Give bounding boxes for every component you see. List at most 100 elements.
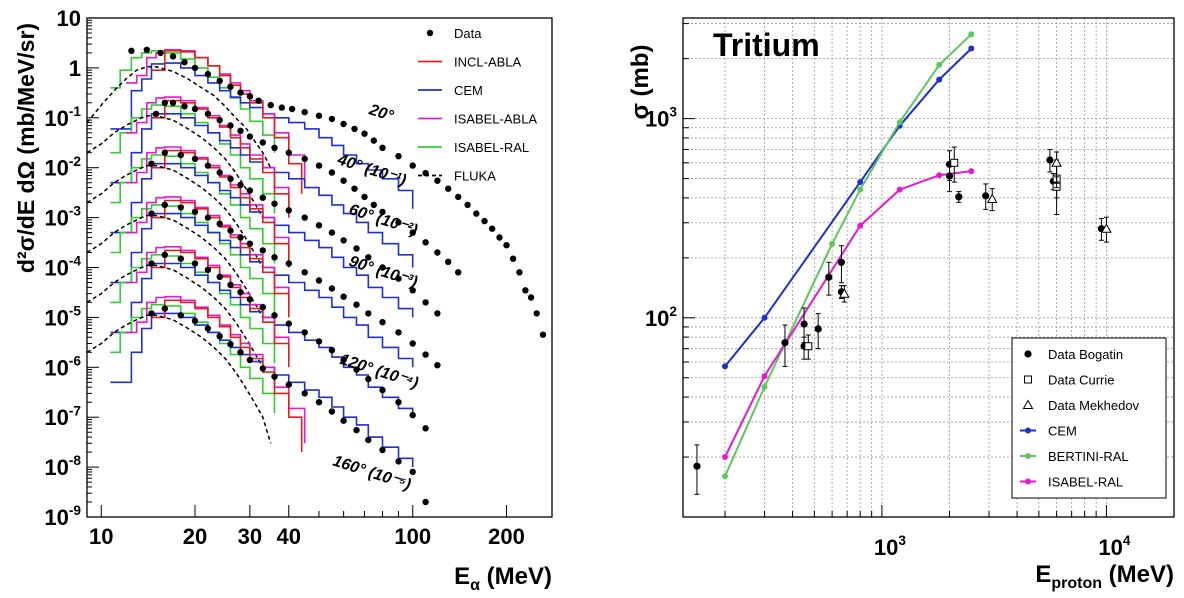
data-point — [246, 133, 254, 140]
data-point — [315, 222, 323, 229]
data-point — [288, 105, 296, 113]
data-point — [409, 411, 416, 419]
data-point — [161, 149, 168, 156]
data-point — [271, 144, 278, 151]
data-point — [395, 458, 402, 465]
curve-fluka — [86, 314, 272, 444]
data-point — [285, 260, 292, 267]
curve-point — [722, 363, 728, 370]
curve-fluka — [86, 214, 264, 318]
data-point — [271, 254, 278, 261]
curve-bertini-ral — [724, 33, 972, 477]
data-point — [455, 269, 462, 276]
data-point — [379, 386, 386, 394]
data-point — [301, 108, 308, 116]
x-tick-label: 20 — [183, 524, 207, 549]
data-point — [445, 185, 452, 192]
chart-title: Tritium — [713, 27, 820, 63]
x-tick-label: 30 — [238, 524, 262, 549]
x-tick-label: 200 — [488, 524, 525, 549]
legend-marker-dot — [1025, 478, 1031, 485]
data-point — [148, 210, 155, 217]
right-chart-tritium: 103 104 102 103 Eproton (MeV) σ (mb) Tritium Da… — [627, 17, 1175, 592]
legend-box — [1011, 337, 1167, 499]
data-point — [539, 331, 547, 338]
data-point — [301, 155, 308, 163]
curve-point — [936, 61, 943, 68]
legend-label: ISABEL-RAL — [454, 140, 529, 155]
data-point — [128, 47, 135, 54]
data-point — [351, 125, 358, 133]
data-point — [181, 103, 188, 110]
x-tick-label: 10 — [89, 524, 113, 549]
data-point-bogatin — [982, 192, 990, 200]
data-point — [365, 310, 372, 317]
data-point-bogatin — [955, 193, 963, 201]
data-point — [204, 214, 212, 221]
data-point — [464, 201, 471, 209]
curve-point — [936, 172, 943, 179]
data-point — [301, 269, 308, 276]
data-point — [328, 169, 336, 176]
data-point — [379, 446, 386, 454]
y-tick-label: 10-3 — [44, 204, 81, 231]
curve-isabel-abla — [125, 295, 306, 444]
data-point-mekhedov — [1101, 223, 1112, 233]
data-point — [328, 115, 336, 123]
data-point — [237, 289, 244, 296]
x-tick-label: 100 — [394, 524, 431, 549]
data-point — [351, 185, 358, 192]
plot-frame — [682, 17, 1175, 518]
curve-point — [857, 179, 864, 186]
legend-marker-dot — [1025, 427, 1031, 434]
data-point — [328, 347, 336, 354]
data-point — [271, 312, 278, 319]
data-point — [496, 234, 503, 241]
legend-label: ISABEL-RAL — [1048, 475, 1123, 490]
data-point — [177, 312, 184, 319]
angle-series-5 — [86, 295, 429, 506]
legend-label: ISABEL-ABLA — [454, 112, 537, 127]
angle-label: 120° (10⁻⁴) — [338, 351, 421, 392]
curve-point — [968, 45, 975, 52]
data-point — [340, 120, 347, 128]
x-axis-label: Eproton (MeV) — [1035, 561, 1174, 592]
data-point-mekhedov — [986, 193, 998, 203]
data-point — [409, 468, 416, 476]
data-point — [409, 340, 416, 347]
data-point — [473, 210, 480, 217]
data-point — [370, 137, 377, 144]
legend-marker-triangle — [1022, 399, 1034, 409]
curve-fluka — [86, 164, 264, 268]
data-point — [522, 287, 529, 294]
curve-cem — [110, 212, 414, 368]
data-point — [395, 219, 402, 226]
data-point-bogatin — [814, 325, 822, 333]
angle-label: 90° (10⁻³) — [347, 253, 420, 291]
data-point — [301, 390, 308, 397]
data-point — [301, 329, 308, 336]
legend-label: Data — [454, 26, 482, 41]
curve-point — [761, 373, 768, 380]
data-point — [379, 208, 386, 216]
legend-label: CEM — [454, 83, 483, 98]
data-point — [328, 229, 336, 236]
angle-series-4 — [86, 246, 429, 432]
curve-point — [968, 31, 975, 38]
data-point — [216, 116, 223, 124]
data-point — [246, 240, 254, 247]
curve-cem — [110, 312, 414, 468]
data-point — [259, 194, 266, 201]
curve-point — [761, 383, 768, 390]
data-point — [527, 294, 535, 301]
data-point — [227, 83, 234, 90]
data-point — [409, 162, 416, 169]
data-point-bogatin — [825, 273, 833, 281]
data-point — [285, 320, 292, 327]
data-point-bogatin — [800, 320, 808, 328]
data-point — [422, 498, 429, 506]
curve-point — [936, 76, 943, 83]
data-point — [246, 93, 254, 100]
data-point — [204, 70, 212, 78]
